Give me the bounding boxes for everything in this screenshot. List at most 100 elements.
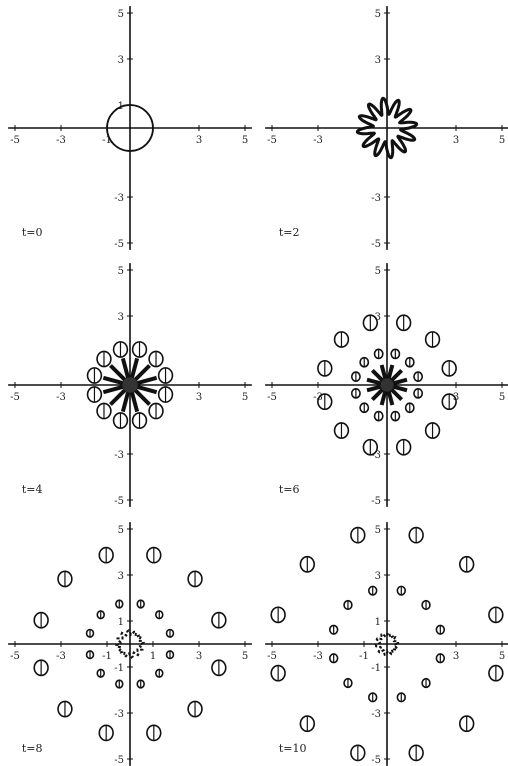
vortex-blob	[458, 715, 475, 733]
spoke	[388, 368, 404, 384]
x-tick-label: -3	[56, 651, 66, 662]
spoke	[120, 390, 131, 413]
x-tick-label: -5	[267, 135, 277, 146]
y-tick-label: -5	[114, 496, 124, 507]
y-tick-label: -3	[114, 709, 124, 720]
vortex-blob	[148, 350, 164, 368]
vortex-blob	[359, 356, 370, 368]
vortex-blob	[165, 650, 175, 660]
vortex-blob	[85, 650, 95, 660]
x-tick-label: -5	[10, 392, 20, 403]
x-tick-label: -3	[313, 392, 323, 403]
spoke	[102, 375, 125, 386]
y-tick-label: 5	[375, 525, 381, 536]
vortex-blob	[33, 659, 49, 677]
vortex-blob	[396, 585, 406, 596]
vortex-blob	[112, 412, 129, 429]
vortex-blob	[350, 387, 361, 399]
x-tick-label: -3	[56, 392, 66, 403]
vortex-blob	[368, 585, 378, 596]
vortex-blob	[390, 348, 401, 360]
core	[122, 377, 138, 393]
spoke	[129, 357, 140, 380]
vortex-blob	[33, 611, 49, 629]
vortex-blob	[317, 393, 333, 411]
vortex-blob	[408, 526, 424, 544]
ring	[106, 104, 154, 152]
spoke	[135, 375, 158, 386]
x-tick-label: 3	[453, 135, 459, 146]
spoke	[132, 364, 151, 383]
panel-label: t=0	[22, 226, 43, 239]
spoke	[379, 388, 388, 406]
x-tick-label: -1	[359, 651, 369, 662]
vortex-blob	[424, 422, 441, 439]
vortex-blob	[328, 624, 339, 635]
spoke	[390, 377, 408, 386]
vortex-blob	[112, 341, 129, 358]
vortex-blob	[131, 341, 148, 358]
y-tick-label: 3	[375, 571, 381, 582]
vortex-blob	[350, 371, 361, 383]
panel-3: -5 -3 3 5 5 3 -3 -5 t=4	[8, 263, 252, 507]
x-tick-label: -3	[56, 135, 66, 146]
spoke	[109, 364, 128, 383]
vortex-blob	[148, 402, 164, 420]
vortex-blob	[368, 692, 378, 703]
x-tick-label: 3	[196, 135, 202, 146]
y-tick-label: -5	[114, 755, 124, 766]
spoke	[135, 384, 158, 395]
spoke	[379, 364, 388, 382]
vortex-blob	[317, 359, 333, 377]
y-tick-label: -3	[114, 450, 124, 461]
panel-4: -5 -3 3 5 5 3 -3 -5 t=6	[265, 263, 508, 507]
y-tick-label: -3	[371, 709, 381, 720]
y-tick-label: -3	[114, 193, 124, 204]
core	[380, 378, 394, 392]
vortex-blob	[187, 570, 203, 588]
vortex-blob	[424, 331, 441, 348]
vortex-blob	[98, 546, 114, 564]
y-tick-label: -3	[371, 450, 381, 461]
vortex-blob	[157, 367, 174, 384]
vortex-blob	[98, 724, 114, 742]
x-tick-label: 5	[242, 135, 248, 146]
y-tick-label: 5	[118, 266, 124, 277]
spoke	[370, 386, 386, 402]
y-tick-label: 1	[375, 617, 381, 628]
panel-label: t=8	[22, 742, 43, 755]
vortex-blob	[131, 412, 148, 429]
vortex-blob	[362, 438, 379, 456]
y-tick-label: -1	[371, 663, 381, 674]
vortex-blob	[488, 606, 504, 624]
y-tick-label: 3	[118, 571, 124, 582]
spoke	[386, 364, 395, 382]
y-tick-label: 5	[118, 525, 124, 536]
spoke	[370, 368, 386, 384]
y-tick-label: 5	[118, 9, 124, 20]
vortex-blob	[157, 386, 174, 403]
spoke	[102, 384, 125, 395]
vortex-blob	[421, 599, 431, 611]
vortex-blob	[136, 679, 145, 689]
x-tick-label: -1	[102, 135, 112, 146]
vortex-blob	[350, 744, 366, 762]
x-tick-label: -5	[267, 651, 277, 662]
x-tick-label: 3	[453, 651, 459, 662]
panel-label: t=4	[22, 483, 43, 496]
vortex-blob	[115, 599, 124, 609]
spoke	[366, 377, 384, 386]
spoke	[388, 386, 404, 402]
panel-5: -5 -3 -1 1 3 5 5 3 1 -1 -3 -5 t=8	[8, 522, 252, 766]
vortex-blob	[413, 371, 424, 383]
x-tick-label: 1	[150, 651, 156, 662]
spoke	[390, 384, 408, 393]
y-tick-label: 3	[118, 55, 124, 66]
vortex-blob	[86, 386, 103, 403]
vortex-blob	[146, 546, 162, 564]
x-tick-label: 3	[196, 651, 202, 662]
vortex-blob	[136, 599, 145, 609]
vortex-blob	[435, 653, 446, 664]
vortex-blob	[155, 610, 164, 620]
